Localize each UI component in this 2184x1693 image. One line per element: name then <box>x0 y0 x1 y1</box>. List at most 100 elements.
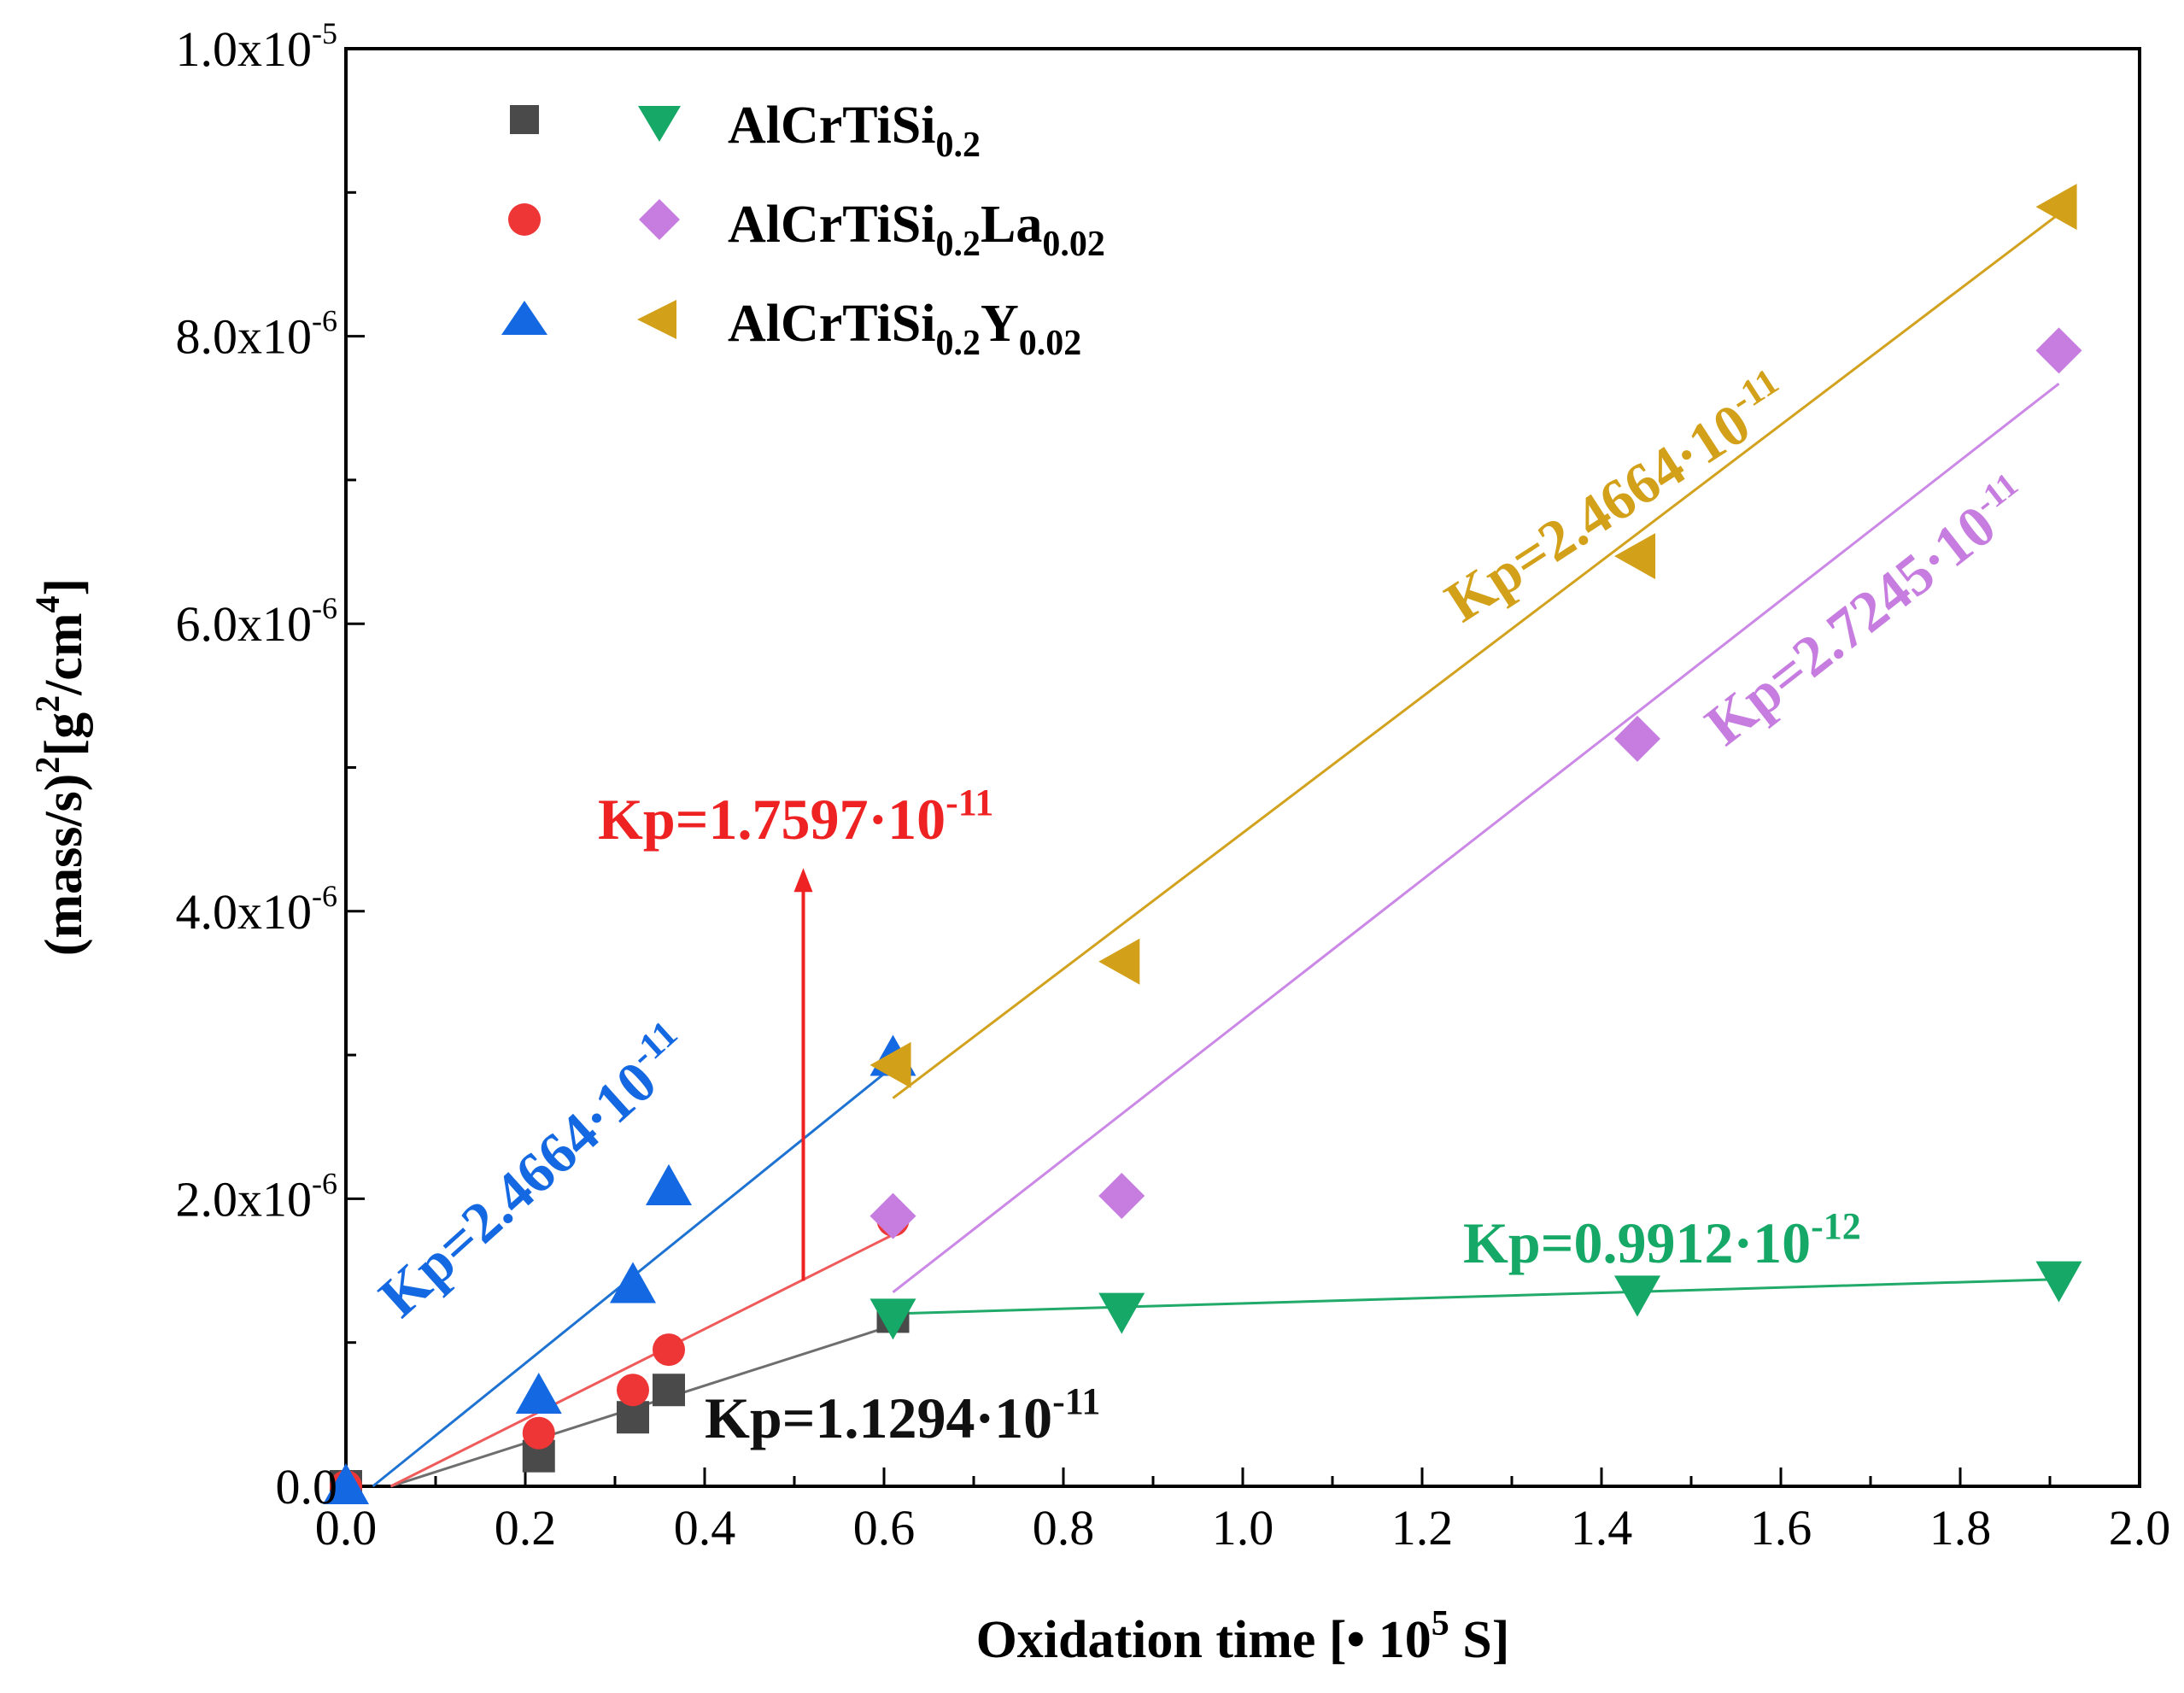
y-axis-title-sup: 4 <box>28 596 67 613</box>
kp-value: Kp=1.1294·10 <box>705 1385 1052 1450</box>
kp-label-base-stage1: Kp=1.1294·10-11 <box>705 1380 1100 1450</box>
data-point-triangle-left <box>870 1041 911 1088</box>
x-tick-label: 1.2 <box>1391 1500 1454 1555</box>
data-point-diamond <box>2035 327 2082 374</box>
data-point-triangle-down <box>870 1298 916 1340</box>
legend-marker-triangle-left <box>637 300 676 339</box>
kp-label-base-stage2: Kp=0.9912·10-12 <box>1463 1205 1861 1275</box>
data-point-circle <box>522 1416 555 1450</box>
legend: AlCrTiSi0.2 AlCrTiSi0.2La0.02 AlCrTiSi0.… <box>501 97 1105 363</box>
y-axis-title: (mass/s)2[g2/cm4] <box>28 578 93 956</box>
data-point-triangle-up <box>646 1163 692 1205</box>
y-tick-base: 2.0x10 <box>176 1171 313 1227</box>
data-point-triangle-left <box>2035 184 2077 231</box>
y-axis-title-unit-close: ] <box>35 578 93 596</box>
kp-label-la-stage2: Kp=2.7245·10-11 <box>1693 465 2042 758</box>
kp-value: Kp=2.7245·10 <box>1693 492 2007 758</box>
legend-entry-alcrtisi: AlCrTiSi0.2 <box>728 97 981 165</box>
x-tick-label: 0.2 <box>495 1500 557 1555</box>
y-tick-base: 0.0 <box>276 1459 338 1514</box>
x-tick-label: 1.0 <box>1212 1500 1274 1555</box>
x-tick-label: 0.6 <box>853 1500 916 1555</box>
legend-entry-main: AlCrTiSi <box>728 196 935 254</box>
legend-marker-square <box>510 105 539 134</box>
y-axis-title-sup: 2 <box>28 695 67 712</box>
y-tick-labels: 0.0 2.0x10-6 4.0x10-6 6.0x10-6 8.0x10-6 … <box>176 16 338 1514</box>
legend-entry-sub: 0.2 <box>935 324 981 363</box>
legend-entry-main: AlCrTiSi <box>728 295 935 353</box>
x-axis-title-end: S] <box>1449 1611 1510 1669</box>
legend-marker-triangle-down <box>638 106 681 142</box>
fit-line <box>893 1278 2059 1315</box>
kp-value: Kp=0.9912·10 <box>1463 1210 1811 1275</box>
data-markers <box>323 184 2082 1505</box>
x-tick-label: 1.8 <box>1929 1500 1992 1555</box>
data-point-diamond <box>1614 715 1660 762</box>
kp-label-y-stage2: Kp=2.4664·10-11 <box>1432 360 1801 634</box>
x-tick-label: 1.6 <box>1750 1500 1812 1555</box>
x-axis-title-main: Oxidation time [• 10 <box>976 1611 1432 1669</box>
y-tick-base: 4.0x10 <box>176 884 313 940</box>
fit-line <box>892 382 2060 1293</box>
data-point-triangle-down <box>1614 1275 1660 1317</box>
y-tick-label: 4.0x10-6 <box>176 879 338 940</box>
kp-label-la-stage1: Kp=1.7597·10-11 <box>598 782 993 852</box>
data-point-circle <box>653 1333 685 1367</box>
x-axis-title: Oxidation time [• 105 S] <box>976 1604 1510 1669</box>
data-point-circle <box>617 1374 649 1407</box>
y-tick-label: 2.0x10-6 <box>176 1166 338 1227</box>
data-point-triangle-up <box>610 1262 656 1303</box>
kp-value: Kp=1.7597·10 <box>598 787 946 852</box>
data-point-triangle-left <box>1614 533 1656 580</box>
kp-exponent: -12 <box>1811 1205 1861 1247</box>
x-tick-label: 2.0 <box>2109 1500 2171 1555</box>
data-point-triangle-down <box>1098 1292 1145 1334</box>
y-axis-title-main: (mass/s) <box>35 774 93 957</box>
legend-entry-alcrtisi-y: AlCrTiSi0.2Y0.02 <box>728 295 1081 363</box>
annotation-arrow-layer <box>793 868 813 1281</box>
data-point-diamond <box>870 1192 916 1239</box>
kp-exponent: -11 <box>1052 1380 1100 1422</box>
x-tick-labels: 0.0 0.2 0.4 0.6 0.8 1.0 1.2 1.4 1.6 1.8 … <box>315 1500 2171 1555</box>
y-tick-label: 6.0x10-6 <box>176 591 338 652</box>
legend-entry-sub: 0.2 <box>935 126 981 165</box>
legend-marker-circle <box>508 203 541 236</box>
legend-marker-triangle-up <box>501 301 547 335</box>
x-tick-label: 1.4 <box>1571 1500 1633 1555</box>
y-tick-label: 0.0 <box>276 1459 338 1514</box>
kp-label-y-stage1: Kp=2.4664·10-11 <box>363 1012 704 1329</box>
y-tick-exponent: -5 <box>312 16 337 50</box>
data-point-square <box>653 1374 685 1407</box>
x-axis-title-exponent: 5 <box>1432 1604 1449 1643</box>
y-tick-exponent: -6 <box>312 304 337 338</box>
y-tick-label: 8.0x10-6 <box>176 304 338 365</box>
y-axis-title-unit-mid: /cm <box>35 613 93 696</box>
legend-entry-main: AlCrTiSi <box>728 97 935 155</box>
legend-entry-sub: 0.2 <box>935 225 981 264</box>
fit-line <box>389 1233 894 1488</box>
data-point-triangle-up <box>515 1372 562 1415</box>
legend-entry-sub: 0.02 <box>1042 225 1105 264</box>
kp-exponent: -11 <box>946 782 993 823</box>
data-point-diamond <box>1098 1173 1145 1220</box>
fit-line <box>892 213 2060 1099</box>
y-tick-exponent: -6 <box>312 1166 337 1200</box>
y-tick-base: 8.0x10 <box>176 309 313 365</box>
data-point-triangle-up <box>323 1463 369 1505</box>
data-point-triangle-down <box>2035 1261 2082 1303</box>
legend-entry-dopant: Y <box>981 295 1019 353</box>
legend-entry-dopant: La <box>981 196 1042 254</box>
axis-ticks <box>344 47 2141 1488</box>
legend-marker-diamond <box>639 199 680 240</box>
y-tick-label: 1.0x10-5 <box>176 16 338 77</box>
x-tick-label: 0.0 <box>315 1500 378 1555</box>
arrow-head <box>793 868 813 893</box>
x-tick-label: 0.8 <box>1033 1500 1095 1555</box>
data-point-square <box>617 1401 649 1434</box>
y-axis-title-sup: 2 <box>28 757 67 774</box>
legend-entry-sub: 0.02 <box>1019 324 1082 363</box>
kp-value: Kp=2.4664·10 <box>1434 390 1761 634</box>
y-tick-exponent: -6 <box>312 879 337 913</box>
y-tick-base: 6.0x10 <box>176 596 313 652</box>
